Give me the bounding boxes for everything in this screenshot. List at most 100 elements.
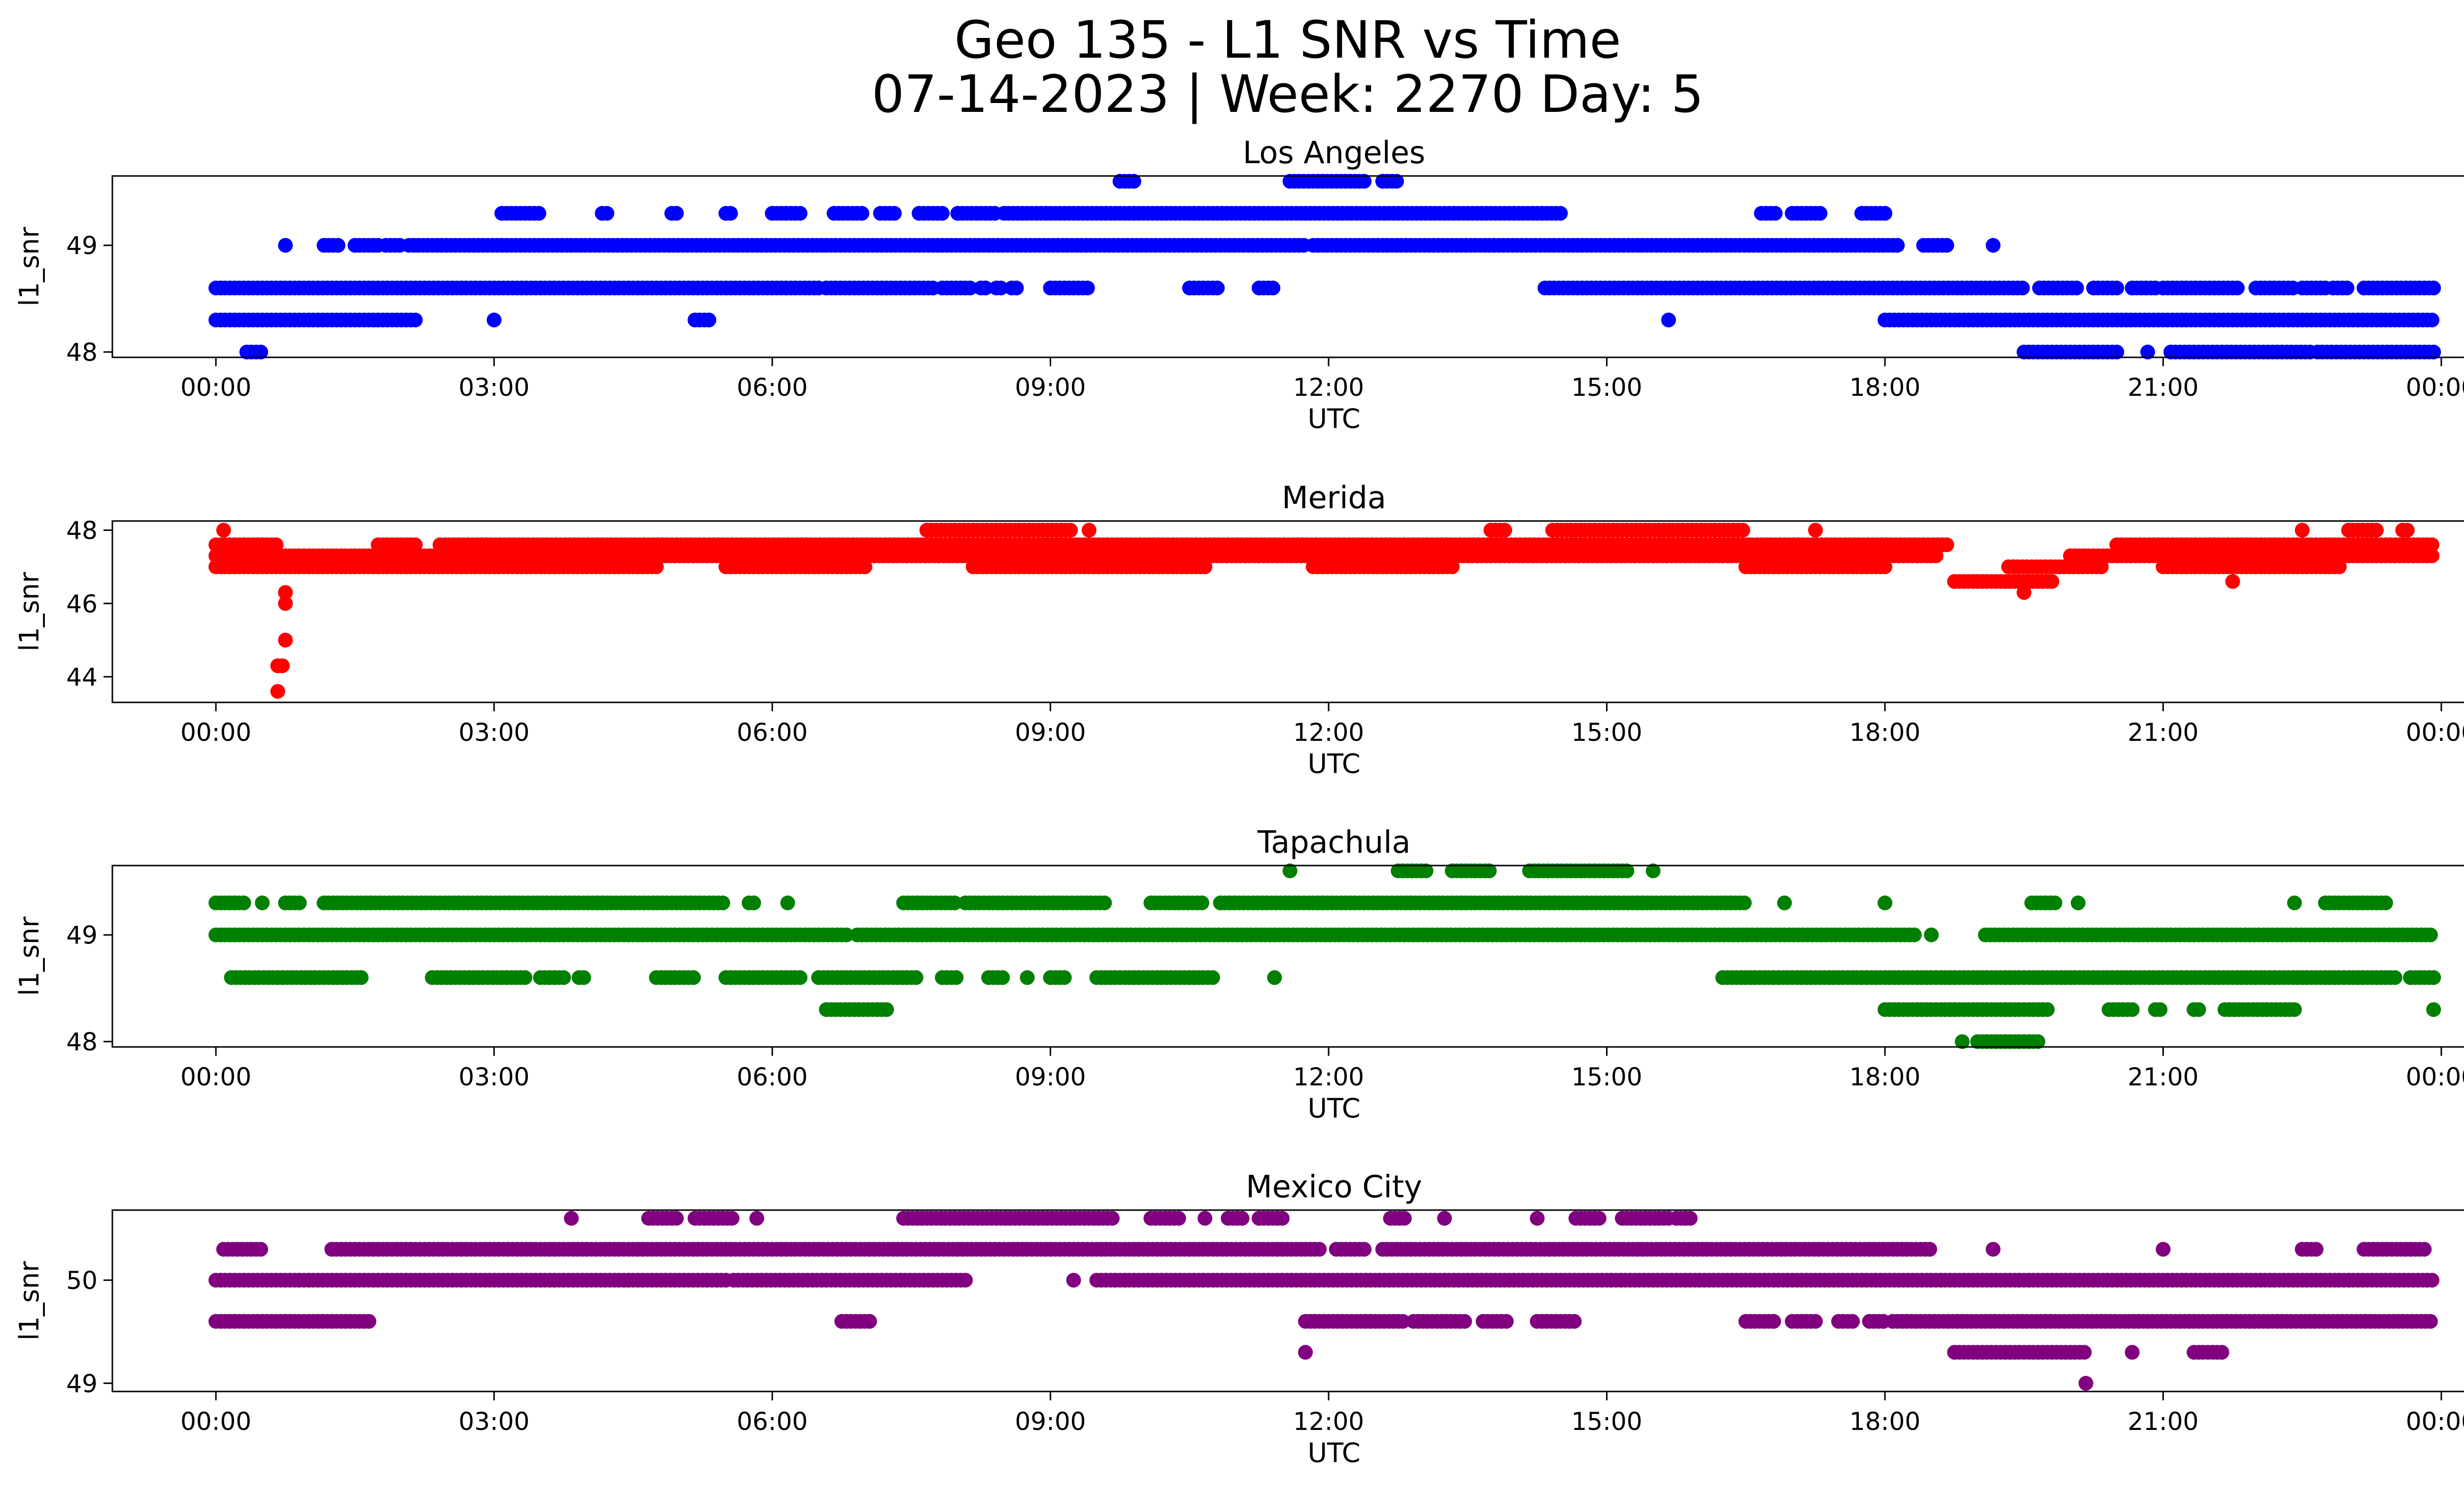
data-point — [275, 658, 290, 673]
data-point — [1198, 559, 1213, 574]
data-point — [792, 970, 808, 985]
data-point — [1097, 895, 1112, 910]
data-point — [1444, 559, 1460, 574]
data-point — [1397, 1211, 1412, 1226]
x-tick-label: 09:00 — [1015, 373, 1086, 402]
x-tick-label: 06:00 — [737, 1407, 808, 1436]
data-point — [2109, 280, 2124, 296]
data-point — [749, 1211, 764, 1226]
data-point — [1210, 280, 1225, 296]
x-tick-label: 06:00 — [737, 718, 808, 747]
data-point — [1939, 238, 1954, 253]
axes-frame — [111, 865, 2464, 1048]
data-point — [1907, 927, 1922, 942]
data-point — [2332, 559, 2347, 574]
data-point — [857, 559, 873, 574]
data-point — [669, 1211, 684, 1226]
y-tick-label: 49 — [66, 1369, 98, 1398]
x-tick-label: 12:00 — [1293, 1063, 1364, 1091]
data-point — [255, 895, 270, 910]
data-point — [1080, 280, 1095, 296]
x-tick-label: 03:00 — [459, 1063, 530, 1091]
data-point — [1234, 1211, 1250, 1226]
x-axis-label: UTC — [1307, 1093, 1360, 1124]
data-point — [1105, 1211, 1120, 1226]
x-tick-label: 21:00 — [2127, 1407, 2198, 1436]
data-point — [2077, 1345, 2092, 1360]
data-point — [2378, 895, 2393, 910]
x-tick-label: 03:00 — [459, 718, 530, 747]
data-point — [724, 1211, 740, 1226]
subplot-los-angeles: 00:00 03:00 06:00 09:00 12:00 15:00 18:00 21:00… — [14, 135, 2464, 434]
data-point — [949, 970, 964, 985]
x-tick-label: 15:00 — [1571, 373, 1642, 402]
data-points — [208, 1211, 2440, 1391]
data-point — [2109, 345, 2124, 360]
data-point — [2423, 1314, 2438, 1329]
data-point — [1497, 522, 1512, 538]
subplot-merida: 00:00 03:00 06:00 09:00 12:00 15:00 18:00 21:00… — [14, 480, 2464, 779]
data-point — [1924, 927, 1939, 942]
data-point — [2426, 970, 2441, 985]
data-point — [556, 970, 571, 985]
x-axis-label: UTC — [1307, 1437, 1360, 1468]
data-point — [1437, 1211, 1452, 1226]
data-point — [1418, 863, 1434, 878]
x-tick-label: 03:00 — [459, 1407, 530, 1436]
x-tick-label: 09:00 — [1015, 1063, 1086, 1091]
data-point — [1766, 1314, 1781, 1329]
x-tick-label: 06:00 — [737, 373, 808, 402]
data-point — [780, 895, 795, 910]
data-point — [1553, 206, 1568, 221]
data-point — [746, 895, 761, 910]
x-tick-label: 00:00 — [180, 373, 251, 402]
data-point — [1266, 280, 1281, 296]
x-tick-label: 03:00 — [459, 373, 530, 402]
x-tick-label: 00:00 — [180, 1407, 251, 1436]
data-point — [517, 970, 533, 985]
data-point — [2287, 895, 2302, 910]
data-point — [1768, 206, 1783, 221]
data-point — [531, 206, 547, 221]
data-point — [958, 1273, 973, 1288]
x-tick-label: 18:00 — [1849, 718, 1920, 747]
axes-frame — [111, 175, 2464, 358]
data-point — [2339, 280, 2355, 296]
data-point — [1928, 548, 1944, 563]
data-point — [1357, 174, 1372, 189]
data-point — [576, 970, 591, 985]
subplot-title: Tapachula — [1257, 824, 1411, 860]
x-tick-label: 09:00 — [1015, 1407, 1086, 1436]
data-point — [353, 970, 369, 985]
y-tick-label: 44 — [66, 663, 98, 692]
data-point — [1567, 1314, 1582, 1329]
data-point — [1274, 1211, 1290, 1226]
data-point — [978, 280, 993, 296]
data-point — [2017, 585, 2032, 600]
axes-frame — [111, 520, 2464, 703]
data-point — [278, 585, 293, 600]
x-tick-label: 00:00 — [180, 1063, 251, 1091]
subplot-mexico-city: 00:00 03:00 06:00 09:00 12:00 15:00 18:00 21:00… — [14, 1169, 2464, 1468]
data-point — [1737, 895, 1752, 910]
data-point — [1063, 522, 1078, 538]
y-tick-label: 46 — [66, 590, 98, 618]
data-point — [408, 313, 423, 328]
data-point — [2426, 1002, 2441, 1017]
data-point — [253, 345, 269, 360]
data-point — [1985, 238, 2001, 253]
data-point — [1020, 970, 1035, 985]
data-point — [2015, 280, 2030, 296]
data-point — [993, 280, 1009, 296]
x-tick-label: 15:00 — [1571, 718, 1642, 747]
data-point — [2071, 895, 2086, 910]
x-tick-label: 06:00 — [737, 1063, 808, 1091]
data-point — [1298, 1345, 1313, 1360]
data-point — [2191, 1002, 2206, 1017]
data-point — [1808, 522, 1823, 538]
data-point — [1813, 206, 1828, 221]
data-point — [2094, 559, 2109, 574]
data-point — [855, 206, 869, 221]
x-tick-label: 00:00 — [180, 718, 251, 747]
